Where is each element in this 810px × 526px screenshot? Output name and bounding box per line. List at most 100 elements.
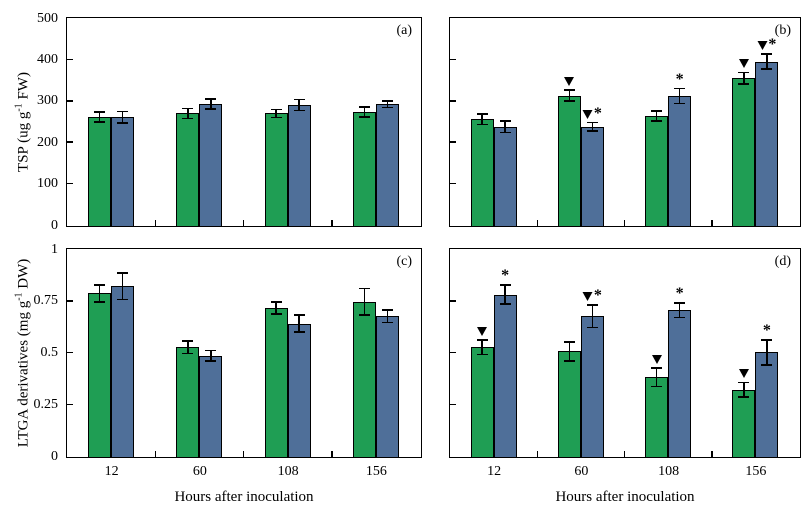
asterisk-icon: *	[768, 36, 777, 54]
y-tick-mark	[450, 182, 456, 185]
bar-blue-156h	[375, 316, 399, 457]
asterisk-icon: *	[593, 286, 602, 304]
down-triangle-icon	[738, 59, 749, 69]
x-axis-label-left: Hours after inoculation	[174, 489, 314, 505]
significance-markers: *	[762, 322, 771, 340]
bar-blue-60h	[580, 126, 604, 226]
down-triangle-icon	[738, 369, 749, 379]
error-bar-cap-top	[293, 314, 305, 316]
error-bar-line	[386, 310, 389, 323]
significance-markers: *	[757, 36, 777, 54]
y-tick-label: 200	[37, 134, 58, 150]
error-bar-cap-bottom	[293, 109, 305, 112]
y-tick-label: 0	[51, 217, 58, 233]
error-bar-line	[743, 382, 745, 397]
error-bar-cap-bottom	[586, 326, 598, 329]
x-category-label: 12	[487, 464, 502, 479]
x-category-label: 60	[574, 464, 589, 479]
error-bar-cap-top	[182, 340, 194, 342]
error-bar-cap-bottom	[117, 298, 129, 301]
x-tick-mark	[242, 451, 245, 457]
error-bar-cap-bottom	[205, 108, 217, 110]
bar-blue-12h	[493, 294, 517, 457]
error-bar-line	[504, 285, 506, 304]
error-bar-cap-bottom	[499, 131, 511, 134]
bar-blue-60h	[199, 103, 223, 226]
error-bar-cap-bottom	[182, 352, 194, 355]
bar-green-60h	[176, 347, 200, 457]
down-triangle-icon	[582, 291, 593, 301]
error-bar-cap-bottom	[476, 353, 488, 356]
down-triangle-icon	[564, 77, 575, 87]
error-bar-cap-bottom	[651, 385, 663, 388]
x-category-label: 12	[104, 464, 119, 479]
error-bar-cap-top	[358, 106, 370, 108]
bar-blue-156h	[755, 61, 779, 226]
error-bar-line	[591, 122, 594, 131]
x-category-label: 156	[745, 464, 767, 479]
down-triangle-icon	[582, 109, 593, 119]
error-bar-cap-bottom	[94, 301, 106, 303]
x-tick-mark	[536, 451, 538, 457]
y-tick-label: 0.5	[40, 345, 59, 360]
y-tick-label: 100	[37, 176, 58, 192]
bar-blue-12h	[493, 126, 517, 226]
error-bar-cap-top	[674, 302, 686, 304]
error-bar-cap-bottom	[563, 100, 575, 102]
x-category-label: 108	[277, 464, 299, 479]
significance-markers	[651, 354, 662, 364]
error-bar-line	[504, 120, 506, 133]
error-bar-cap-bottom	[94, 121, 106, 123]
asterisk-icon: *	[762, 322, 771, 340]
error-bar-cap-bottom	[117, 122, 129, 124]
error-bar-cap-top	[651, 367, 663, 369]
bar-blue-156h	[755, 352, 779, 457]
x-tick-mark	[331, 451, 333, 457]
y-tick-mark	[67, 403, 73, 405]
asterisk-icon: *	[501, 267, 510, 285]
x-category-label: 108	[658, 464, 680, 479]
error-bar-cap-top	[586, 304, 598, 306]
error-bar-cap-bottom	[499, 303, 511, 305]
error-bar-cap-bottom	[358, 116, 370, 118]
y-tick-mark	[450, 351, 456, 354]
error-bar-line	[98, 112, 101, 123]
y-tick-mark	[450, 300, 456, 302]
error-bar-cap-top	[586, 121, 598, 124]
error-bar-cap-top	[358, 287, 370, 290]
error-bar-line	[363, 288, 366, 316]
significance-markers	[738, 368, 749, 379]
error-bar-line	[655, 368, 658, 387]
error-bar-cap-bottom	[358, 314, 370, 316]
y-tick-mark	[67, 141, 73, 143]
error-bar-line	[98, 285, 101, 302]
error-bar-line	[568, 90, 571, 101]
error-bar-cap-bottom	[182, 117, 194, 120]
error-bar-cap-top	[476, 113, 488, 115]
panel-c-letter: (c)	[396, 254, 412, 269]
error-bar-cap-bottom	[738, 83, 750, 85]
error-bar-cap-bottom	[563, 360, 575, 362]
bar-green-12h	[88, 293, 112, 457]
y-tick-label: 300	[37, 93, 58, 109]
bar-green-156h	[732, 389, 756, 457]
bar-green-60h	[176, 113, 200, 226]
error-bar-cap-top	[476, 339, 488, 341]
bar-blue-60h	[580, 316, 604, 457]
error-bar-cap-top	[293, 98, 305, 101]
error-bar-cap-bottom	[476, 123, 488, 126]
error-bar-line	[298, 99, 300, 111]
y-tick-label: 0.75	[33, 293, 59, 309]
error-bar-cap-bottom	[674, 316, 686, 319]
error-bar-line	[298, 315, 300, 332]
y-tick-mark	[67, 182, 73, 185]
error-bar-line	[678, 88, 681, 104]
error-bar-cap-bottom	[761, 364, 773, 366]
bar-blue-156h	[375, 104, 399, 226]
error-bar-cap-bottom	[270, 313, 282, 315]
error-bar-line	[568, 342, 571, 361]
y-axis-label-ltga-text: LTGA derivatives (mg g	[15, 300, 32, 448]
error-bar-cap-top	[270, 301, 282, 303]
y-tick-mark	[67, 300, 73, 302]
